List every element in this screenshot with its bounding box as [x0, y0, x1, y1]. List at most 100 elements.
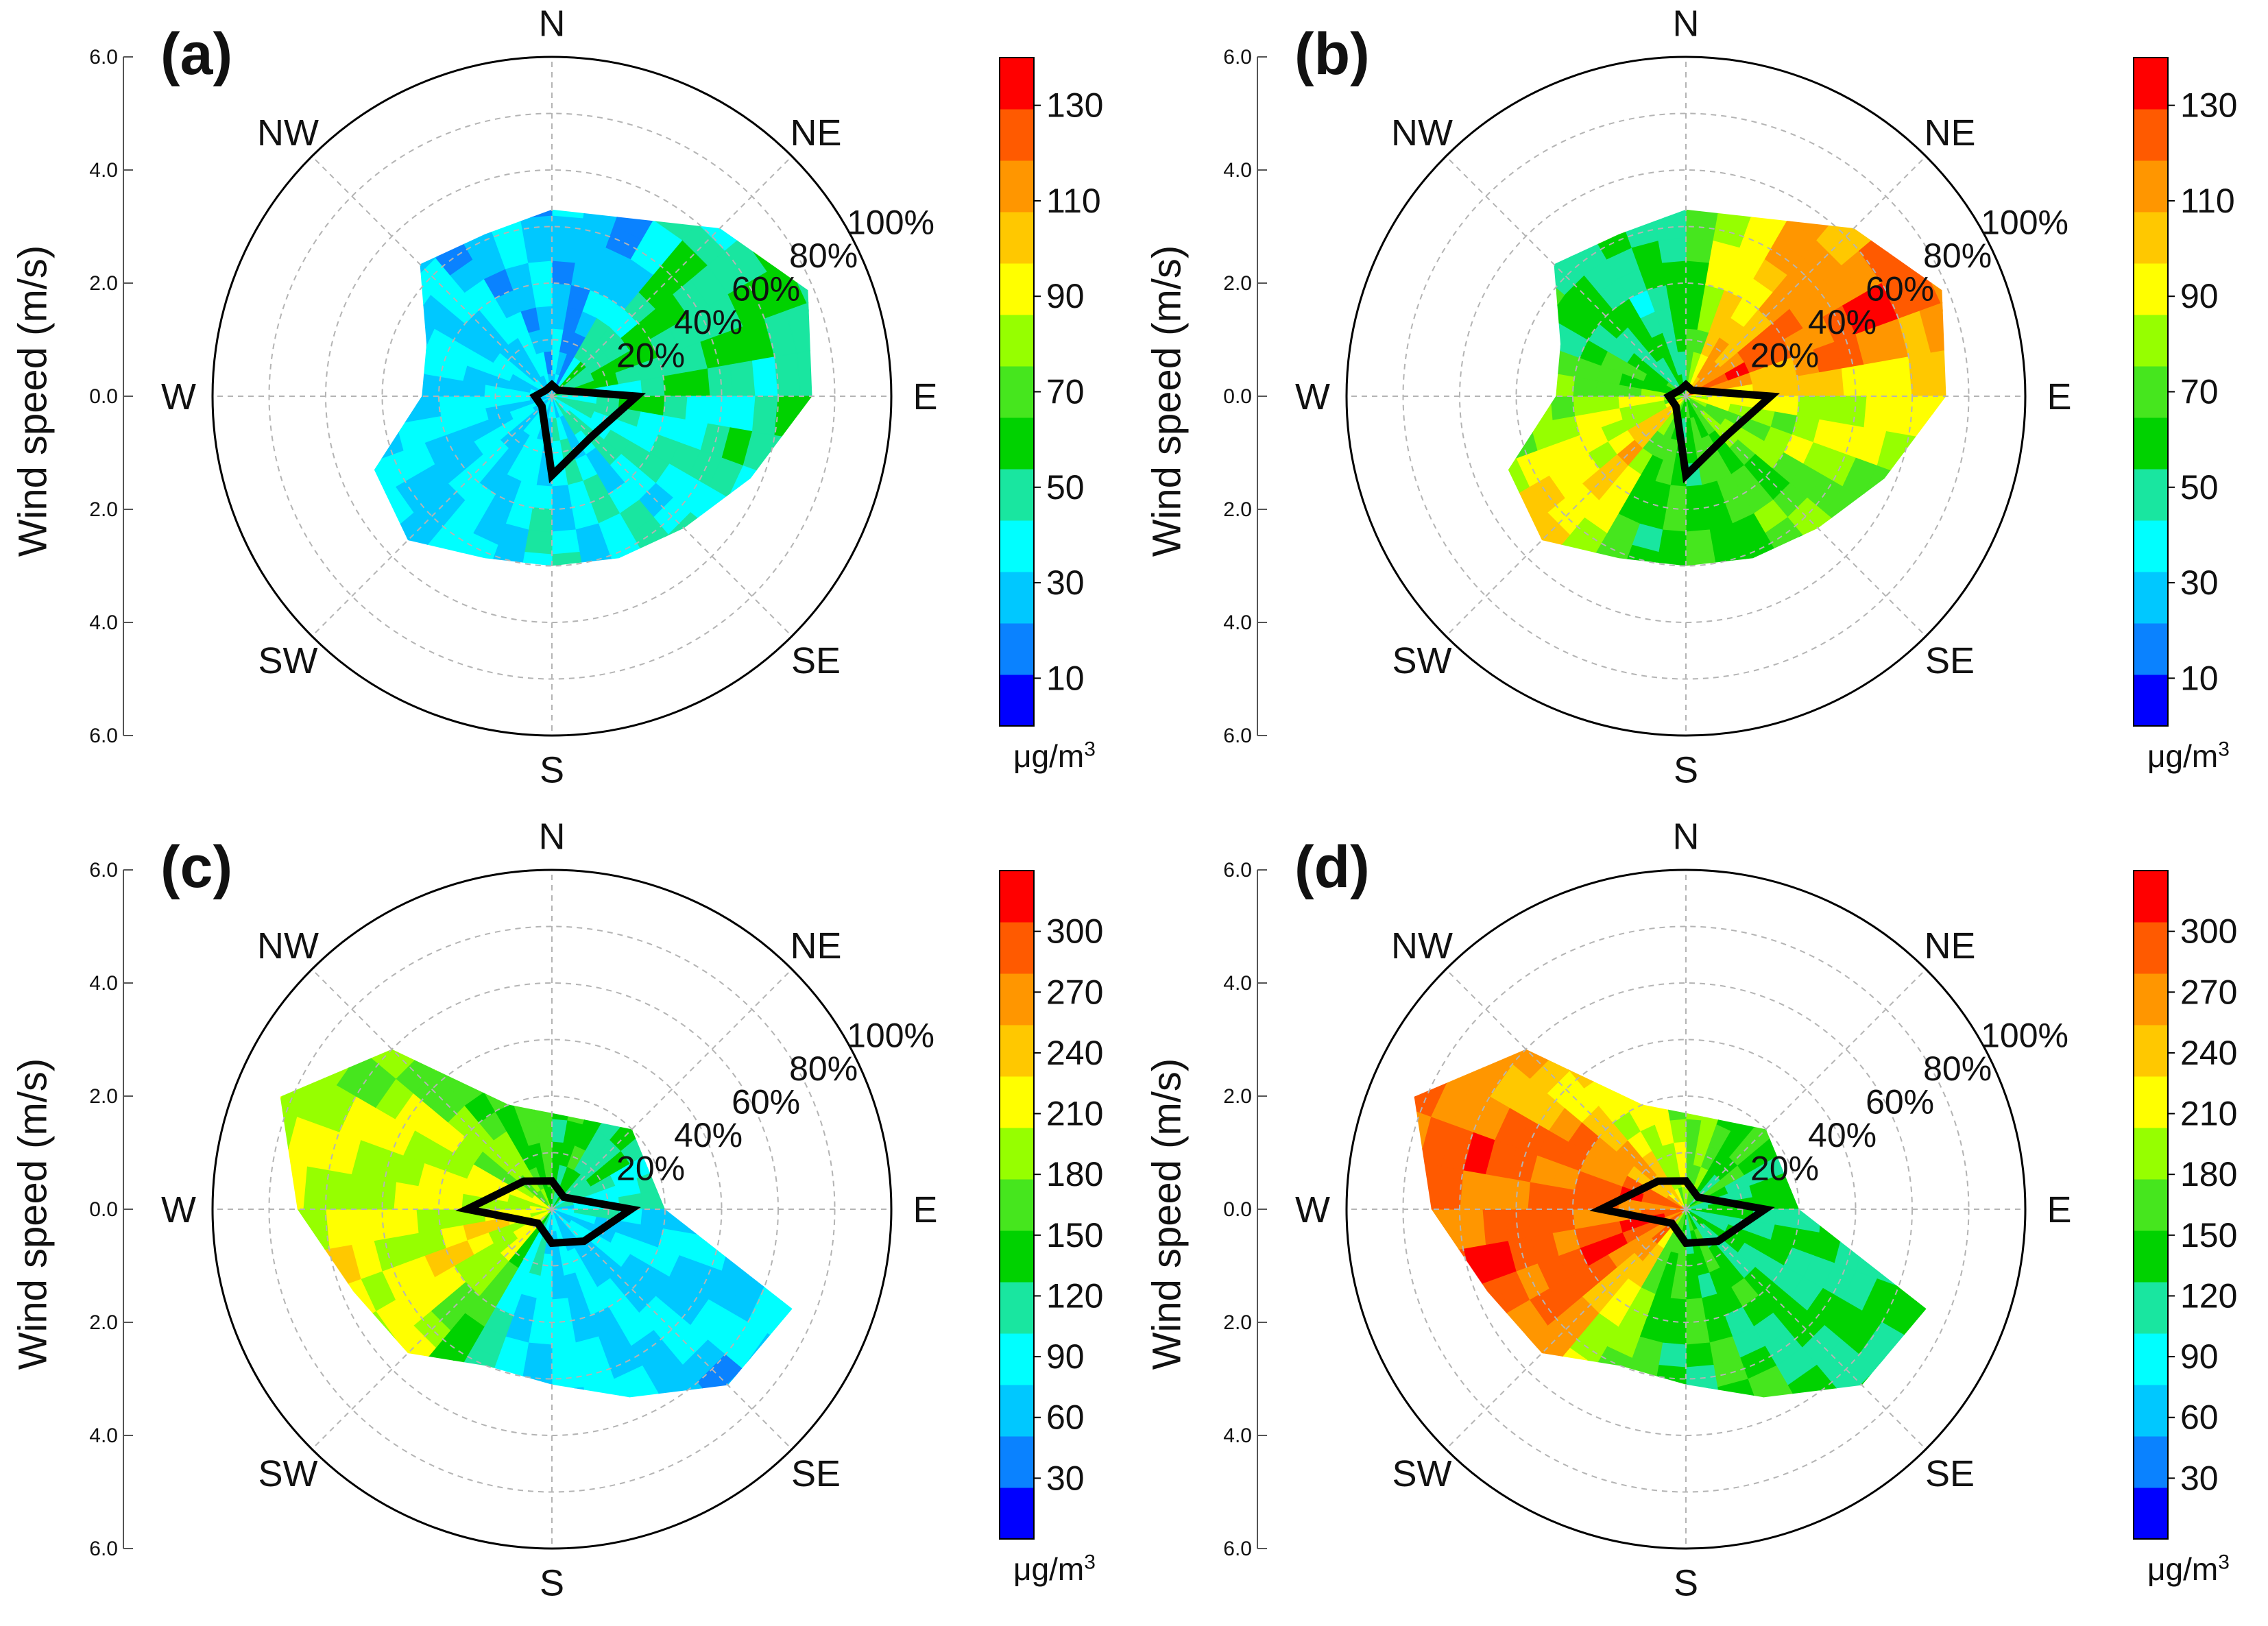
colorbar-band: [1000, 623, 1034, 675]
field-cell: [1665, 1095, 1687, 1121]
field-cell: [1686, 1409, 1725, 1435]
polar-grid: [213, 57, 891, 736]
field-cell: [1665, 282, 1687, 308]
frequency-ring-label: 100%: [1981, 1016, 2068, 1054]
field-cell: [552, 1006, 588, 1031]
field-cell: [280, 396, 307, 444]
field-cell: [280, 349, 307, 396]
field-cell: [1606, 1060, 1640, 1093]
colorbar-band: [1000, 1076, 1034, 1128]
field-cell: [240, 447, 276, 505]
field-cell: [664, 209, 713, 223]
field-cell: [1631, 893, 1686, 920]
field-cell: [449, 1049, 491, 1054]
field-cell: [1919, 1252, 1927, 1303]
field-cell: [348, 935, 405, 984]
colorbar-band: [2134, 922, 2168, 974]
field-cell: [552, 641, 599, 668]
field-cell: [1430, 1294, 1471, 1346]
field-cell: [1685, 1387, 1722, 1398]
field-cell: [1578, 897, 1635, 933]
field-cell: [1482, 1209, 1508, 1246]
field-cell: [591, 151, 637, 184]
field-cell: [1374, 1260, 1410, 1318]
speed-tick-label: 0.0: [1223, 1198, 1252, 1221]
field-cell: [551, 1387, 588, 1398]
field-cell: [751, 356, 779, 397]
field-cell: [1763, 162, 1811, 200]
field-cell: [1583, 1365, 1625, 1398]
colorbar-tick-label: 240: [1046, 1034, 1103, 1072]
field-cell: [377, 1400, 427, 1444]
field-cell: [1635, 664, 1686, 690]
field-cell: [1554, 1049, 1596, 1071]
field-cell: [1650, 1006, 1686, 1031]
colorbar-tick-label: 90: [2180, 277, 2219, 315]
field-cell: [459, 942, 509, 975]
field-cell: [449, 1365, 491, 1398]
field-cell: [1635, 1477, 1686, 1503]
speed-tick-label: 6.0: [89, 725, 118, 747]
field-cell: [258, 345, 285, 396]
field-cell: [415, 1209, 442, 1233]
field-cell: [1901, 481, 1942, 533]
field-cell: [629, 1405, 677, 1443]
field-cell: [497, 893, 552, 920]
field-cell: [1778, 120, 1833, 161]
field-cell: [1562, 1405, 1609, 1443]
field-cell: [1910, 542, 1946, 566]
field-cell: [1931, 1162, 1957, 1209]
field-cell: [1608, 587, 1650, 619]
field-cell: [285, 304, 318, 353]
field-cell: [513, 596, 552, 622]
field-cell: [1833, 622, 1890, 670]
colorbar-band: [2134, 1025, 2168, 1077]
colorbar-band: [1000, 871, 1034, 923]
field-cell: [1686, 596, 1725, 622]
y-axis-label: Wind speed (m/s): [10, 245, 56, 557]
colorbar-band: [2134, 109, 2168, 161]
field-cell: [1739, 1049, 1777, 1073]
field-cell: [640, 1189, 666, 1210]
speed-tick-label: 2.0: [1223, 1085, 1252, 1108]
frequency-ring-label: 100%: [847, 1016, 934, 1054]
field-cell: [317, 1286, 357, 1335]
field-cell: [1419, 304, 1452, 353]
field-cell: [280, 1049, 328, 1063]
field-cell: [1686, 893, 1741, 920]
grid-spoke: [551, 1209, 793, 1450]
field-cell: [1941, 1310, 1984, 1368]
field-cell: [1787, 551, 1832, 566]
field-cell: [1419, 439, 1452, 489]
field-cell: [1414, 396, 1441, 444]
field-cell: [393, 1181, 419, 1210]
field-cell: [1962, 447, 1998, 505]
field-cell: [374, 465, 376, 510]
field-cell: [552, 983, 591, 1009]
field-cell: [807, 1310, 850, 1368]
field-cell: [774, 1209, 793, 1253]
field-cell: [1658, 1342, 1687, 1368]
panel-c: N NE E SE S SW W NW 20% 40% 60% 80% 100% 6.0 4.0 2.0 0.0…: [0, 813, 1134, 1626]
field-cell: [599, 920, 653, 954]
field-cell: [235, 1209, 263, 1264]
field-cell: [444, 897, 501, 933]
field-cell: [1529, 341, 1559, 374]
field-cell: [307, 435, 339, 481]
field-cell: [420, 1049, 462, 1071]
field-cell: [1650, 574, 1686, 600]
field-cell: [774, 1165, 793, 1210]
field-cell: [1686, 125, 1733, 151]
field-cell: [699, 1435, 756, 1483]
field-cell: [1528, 912, 1585, 955]
field-cell: [1724, 1081, 1754, 1112]
field-cell: [1550, 611, 1601, 651]
frequency-ring-label: 20%: [616, 1149, 685, 1187]
field-cell: [677, 1400, 727, 1444]
field-cell: [729, 1173, 756, 1210]
field-cell: [459, 630, 509, 664]
field-cell: [1908, 396, 1935, 440]
field-cell: [575, 1052, 607, 1082]
field-cell: [1414, 1161, 1442, 1210]
direction-label: E: [913, 376, 937, 417]
